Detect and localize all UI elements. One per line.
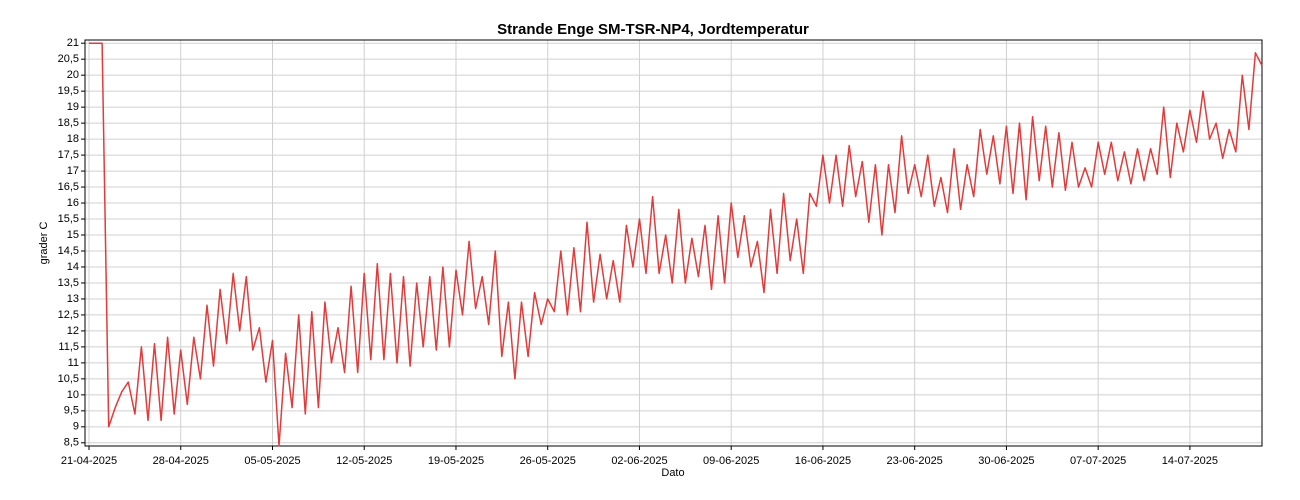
x-axis-label: Dato [661, 467, 684, 479]
y-tick-label: 18 [67, 133, 79, 145]
y-tick-label: 19,5 [58, 85, 79, 97]
x-tick-label: 12-05-2025 [336, 455, 392, 467]
y-tick-label: 17,5 [58, 149, 79, 161]
y-tick-label: 20,5 [58, 53, 79, 65]
y-tick-label: 9,5 [64, 405, 79, 417]
y-tick-label: 15,5 [58, 213, 79, 225]
x-tick-label: 07-07-2025 [1070, 455, 1126, 467]
y-tick-label: 11,5 [58, 341, 79, 353]
y-tick-label: 9 [73, 421, 79, 433]
plot-area [85, 40, 1262, 446]
x-tick-label: 28-04-2025 [153, 455, 209, 467]
y-tick-label: 15 [67, 229, 79, 241]
y-tick-label: 10 [67, 389, 79, 401]
y-tick-label: 20 [67, 69, 79, 81]
data-line [89, 42, 1263, 447]
x-tick-label: 19-05-2025 [428, 455, 484, 467]
y-tick-label: 21 [67, 37, 79, 49]
x-tick-label: 21-04-2025 [61, 455, 117, 467]
y-tick-label: 14,5 [58, 245, 79, 257]
y-tick-label: 16 [67, 197, 79, 209]
x-tick-label: 14-07-2025 [1162, 455, 1218, 467]
plot-border [84, 39, 1263, 447]
x-tick-label: 09-06-2025 [703, 455, 759, 467]
y-tick-label: 18,5 [58, 117, 79, 129]
x-tick-label: 23-06-2025 [887, 455, 943, 467]
y-tick-label: 17 [67, 165, 79, 177]
x-tick-label: 05-05-2025 [244, 455, 300, 467]
y-tick-label: 12,5 [58, 309, 79, 321]
y-tick-label: 14 [67, 261, 79, 273]
y-tick-label: 19 [67, 101, 79, 113]
y-tick-label: 10,5 [58, 373, 79, 385]
y-tick-label: 13 [67, 293, 79, 305]
y-tick-label: 13,5 [58, 277, 79, 289]
y-axis-label: grader C [38, 222, 50, 265]
x-tick-label: 30-06-2025 [978, 455, 1034, 467]
y-tick-label: 11 [68, 357, 79, 369]
y-tick-label: 12 [67, 325, 79, 337]
x-tick-label: 26-05-2025 [520, 455, 576, 467]
y-tick-label: 16,5 [58, 181, 79, 193]
chart-title: Strande Enge SM-TSR-NP4, Jordtemperatur [497, 21, 809, 38]
x-tick-label: 02-06-2025 [611, 455, 667, 467]
x-tick-label: 16-06-2025 [795, 455, 851, 467]
y-tick-label: 8,5 [64, 437, 79, 449]
